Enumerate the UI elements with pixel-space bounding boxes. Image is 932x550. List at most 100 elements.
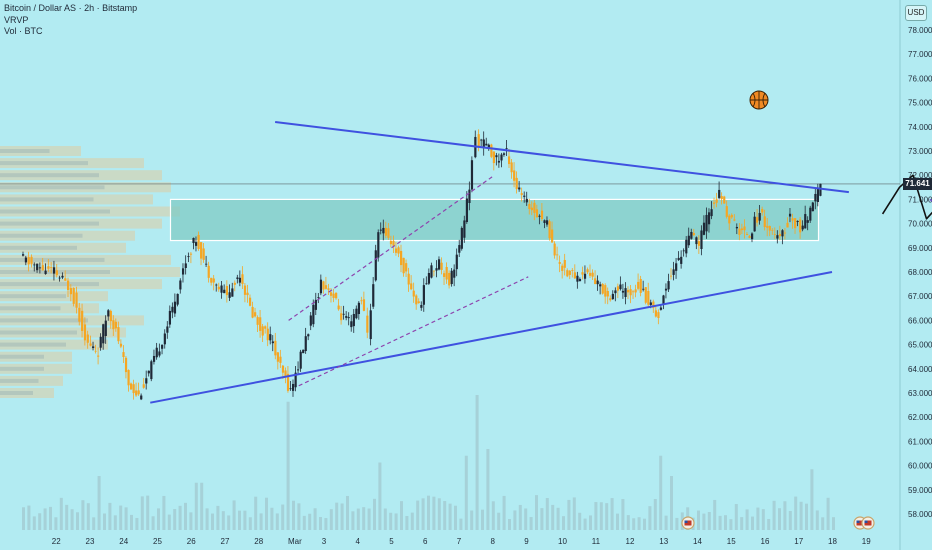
- candle-body: [304, 336, 307, 352]
- candle-body: [69, 288, 73, 295]
- volume-bar: [410, 512, 414, 530]
- flag-icon-canton: [864, 520, 868, 523]
- candle-body: [329, 292, 333, 296]
- candle-body: [340, 313, 343, 321]
- legend-indicator-volume[interactable]: Vol · BTC: [4, 26, 43, 36]
- channel-line[interactable]: [288, 174, 495, 321]
- candle-body: [372, 284, 375, 307]
- volume-bar: [826, 497, 830, 530]
- candle-body: [171, 306, 174, 313]
- volume-bar: [270, 507, 274, 530]
- candle-body: [41, 265, 44, 271]
- x-tick-label: 6: [423, 537, 428, 546]
- candle-body: [657, 312, 660, 319]
- candle-body: [548, 221, 551, 239]
- candle-body: [788, 213, 792, 217]
- y-tick-label: 69.000: [908, 244, 932, 253]
- volume-profile-bar: [0, 294, 66, 299]
- volume-bar: [286, 401, 290, 530]
- candle-body: [223, 289, 226, 294]
- candle-body: [556, 254, 559, 256]
- candle-body: [135, 390, 138, 396]
- candle-body: [649, 302, 652, 305]
- channel-line[interactable]: [298, 276, 529, 387]
- candle-body: [710, 209, 713, 217]
- candle-body: [670, 275, 673, 277]
- volume-profile-bar: [0, 221, 99, 226]
- candle-body: [540, 210, 544, 219]
- candle-body: [205, 263, 208, 265]
- volume-bar: [389, 512, 393, 530]
- volume-profile-bar: [0, 366, 44, 371]
- volume-bar: [194, 482, 198, 530]
- candle-body: [202, 248, 205, 260]
- candle-body: [453, 269, 456, 278]
- candle-body: [314, 299, 317, 310]
- resistance-zone[interactable]: [169, 198, 820, 242]
- volume-profile-bar: [0, 158, 144, 169]
- x-tick-label: 22: [52, 537, 61, 546]
- candle-body: [753, 216, 756, 232]
- volume-profile-bar: [0, 257, 105, 262]
- volume-bar: [178, 505, 182, 530]
- candle-body: [309, 315, 312, 326]
- candle-body: [497, 160, 501, 163]
- volume-bar: [356, 508, 360, 530]
- candle-body: [266, 328, 269, 341]
- candle-body: [728, 215, 731, 224]
- candle-body: [92, 346, 95, 349]
- candle-body: [322, 281, 325, 290]
- candle-body: [468, 189, 471, 204]
- candle-body: [163, 333, 166, 345]
- legend-indicator-vrvp[interactable]: VRVP: [4, 14, 29, 25]
- y-tick-label: 77.000: [908, 50, 932, 59]
- volume-bar: [86, 503, 90, 530]
- x-tick-label: 27: [221, 537, 230, 546]
- candle-body: [355, 308, 358, 319]
- projection-path-solid[interactable]: [881, 124, 932, 220]
- volume-bar: [59, 497, 63, 530]
- volume-bar: [675, 517, 679, 530]
- candle-body: [700, 230, 703, 250]
- candle-body: [132, 384, 135, 394]
- volume-bar: [475, 395, 479, 530]
- x-tick-label: 18: [828, 537, 837, 546]
- candle-body: [445, 266, 448, 280]
- candle-body: [379, 229, 382, 231]
- x-tick-label: 23: [86, 537, 95, 546]
- volume-bar: [572, 497, 576, 530]
- x-tick-label: 10: [558, 537, 567, 546]
- candle-body: [591, 272, 594, 277]
- candle-body: [319, 279, 323, 294]
- candle-body: [109, 310, 112, 322]
- y-tick-label: 68.000: [908, 268, 932, 277]
- candle-body: [510, 162, 513, 173]
- candle-body: [104, 320, 107, 336]
- candle-body: [420, 304, 423, 308]
- legend-symbol-line[interactable]: Bitcoin / Dollar AS · 2h · Bitstamp: [4, 3, 138, 13]
- trendline-upper[interactable]: [275, 120, 849, 194]
- candle-body: [271, 341, 274, 344]
- candle-body: [637, 281, 640, 289]
- currency-button[interactable]: USD: [905, 5, 927, 21]
- volume-bar: [113, 515, 117, 530]
- candle-body: [345, 316, 348, 318]
- candle-body: [523, 195, 526, 197]
- x-tick-label: Mar: [288, 537, 302, 546]
- volume-bar: [421, 498, 425, 530]
- candle-body: [702, 222, 706, 235]
- volume-bar: [772, 500, 776, 530]
- volume-bar: [545, 498, 549, 530]
- candle-body: [796, 220, 799, 222]
- trendline-lower[interactable]: [150, 271, 833, 404]
- candle-body: [609, 298, 612, 301]
- volume-bar: [43, 508, 47, 530]
- volume-bar: [518, 504, 522, 530]
- candle-body: [238, 277, 242, 283]
- candle-body: [465, 198, 469, 222]
- candle-body: [733, 219, 736, 221]
- candle-body: [192, 237, 195, 244]
- candle-body: [81, 310, 84, 331]
- candle-body: [294, 372, 297, 388]
